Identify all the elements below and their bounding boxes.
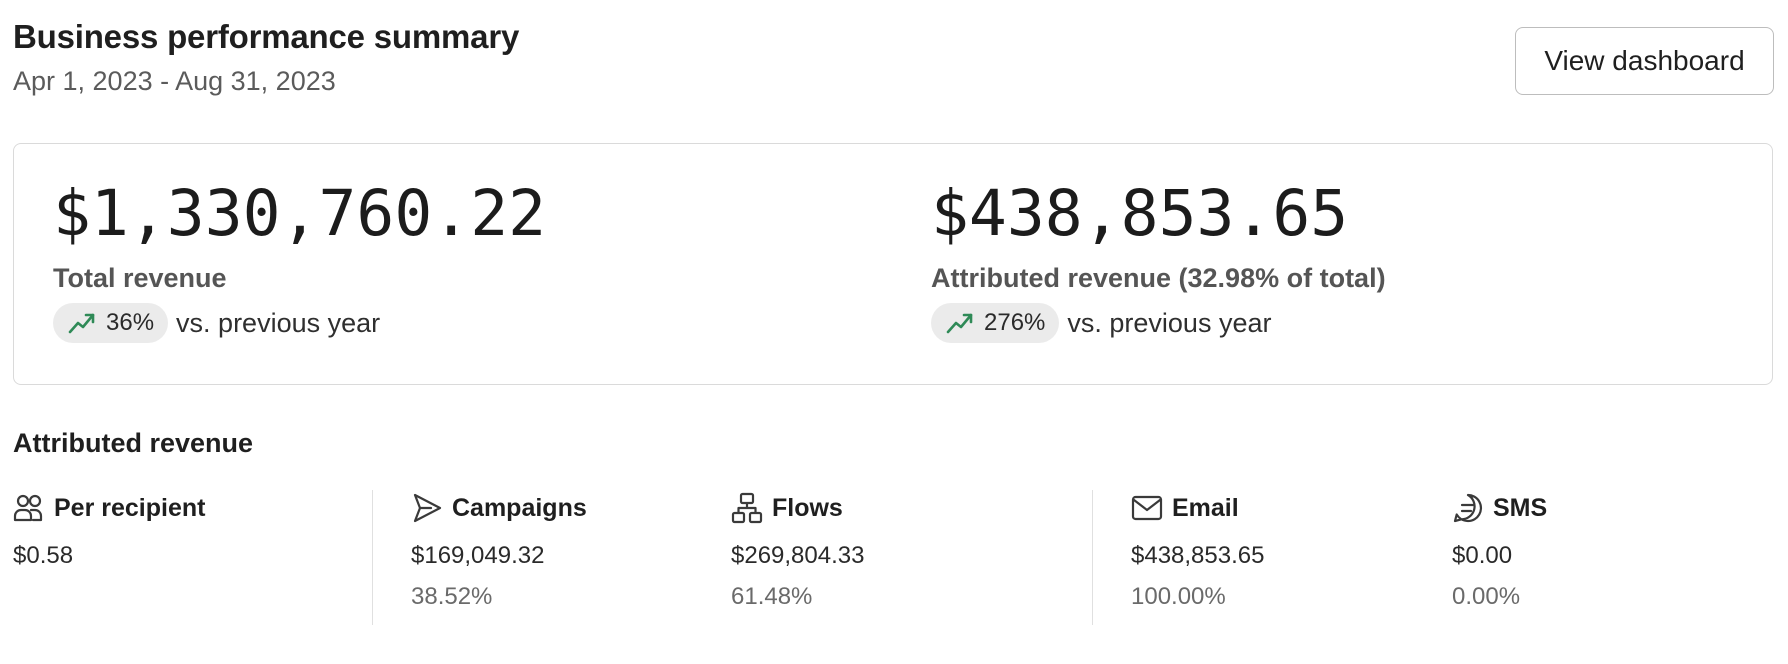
campaigns-column: Campaigns $169,049.32 38.52% [411,490,587,611]
column-value: $0.58 [13,542,74,569]
column-value: $438,853.65 [1131,542,1265,569]
flows-column: Flows $269,804.33 61.48% [731,490,864,611]
attributed-revenue-trend: 276% vs. previous year [931,303,1386,343]
column-value: $269,804.33 [731,542,865,569]
column-value: $0.00 [1452,542,1513,569]
trend-comparison-text: vs. previous year [176,307,381,338]
column-percent: 100.00% [1131,583,1226,610]
column-name: SMS [1493,493,1548,522]
trending-up-icon [946,313,973,334]
trend-comparison-text: vs. previous year [1067,307,1272,338]
sms-column: SMS $0.00 0.00% [1452,490,1547,611]
column-divider [372,490,373,625]
total-revenue-value: $1,330,760.22 [53,177,547,250]
column-percent: 38.52% [411,583,493,610]
trend-percent: 36% [106,309,155,336]
page-header: Business performance summary Apr 1, 2023… [13,18,519,97]
total-revenue-metric: $1,330,760.22 Total revenue 36% vs. prev… [53,182,546,343]
column-name: Email [1172,493,1239,522]
date-range: Apr 1, 2023 - Aug 31, 2023 [13,66,336,96]
trend-badge: 276% [931,303,1060,343]
section-title: Attributed revenue [13,428,254,458]
column-name: Flows [772,493,843,522]
column-name: Campaigns [452,493,587,522]
column-percent: 61.48% [731,583,813,610]
trend-badge: 36% [53,303,169,343]
page-title: Business performance summary [13,18,520,55]
sms-icon [1452,492,1484,524]
column-divider [1092,490,1093,625]
view-dashboard-button[interactable]: View dashboard [1515,27,1774,95]
attributed-breakdown: Per recipient $0.58 Campaigns $169,049.3… [0,490,1788,625]
email-column: Email $438,853.65 100.00% [1131,490,1264,611]
total-revenue-trend: 36% vs. previous year [53,303,546,343]
attributed-revenue-value: $438,853.65 [931,177,1349,250]
attributed-revenue-label: Attributed revenue (32.98% of total) [931,263,1386,293]
trend-percent: 276% [984,309,1046,336]
column-percent: 0.00% [1452,583,1521,610]
column-value: $169,049.32 [411,542,545,569]
column-name: Per recipient [54,493,206,522]
mail-icon [1131,492,1163,524]
trending-up-icon [68,313,95,334]
send-icon [411,492,443,524]
per-recipient-column: Per recipient $0.58 [13,490,205,570]
flow-icon [731,492,763,524]
attributed-revenue-metric: $438,853.65 Attributed revenue (32.98% o… [931,182,1386,343]
total-revenue-label: Total revenue [53,263,227,293]
users-icon [13,492,45,524]
summary-card: $1,330,760.22 Total revenue 36% vs. prev… [13,143,1773,385]
